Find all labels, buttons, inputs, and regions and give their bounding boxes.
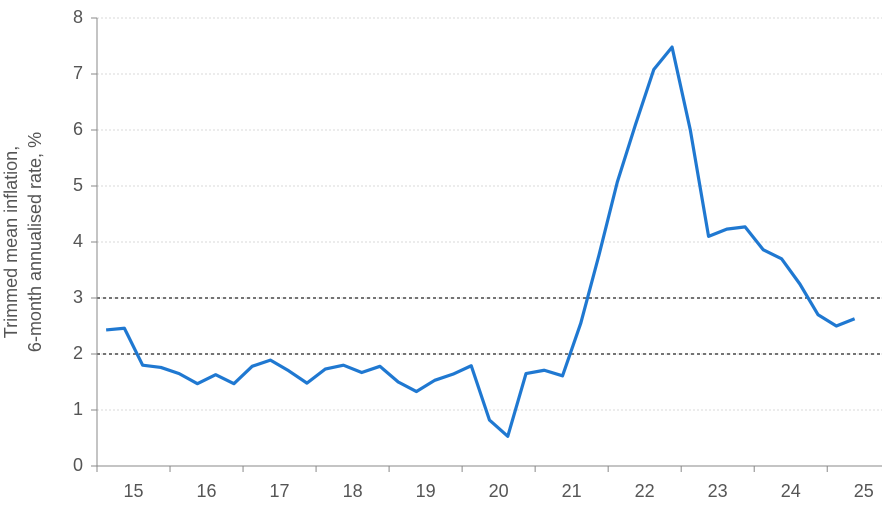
y-tick-label: 8 bbox=[73, 7, 83, 27]
y-tick-label: 7 bbox=[73, 63, 83, 83]
x-tick-label: 18 bbox=[343, 481, 363, 501]
y-tick-label: 2 bbox=[73, 343, 83, 363]
y-axis-label: 6-month annualised rate, % bbox=[25, 132, 45, 352]
x-tick-label: 19 bbox=[416, 481, 436, 501]
y-tick-label: 4 bbox=[73, 231, 83, 251]
x-tick-label: 20 bbox=[489, 481, 509, 501]
x-tick-label: 15 bbox=[123, 481, 143, 501]
x-tick-label: 25 bbox=[854, 481, 874, 501]
x-tick-label: 22 bbox=[635, 481, 655, 501]
y-tick-label: 3 bbox=[73, 287, 83, 307]
x-tick-label: 23 bbox=[708, 481, 728, 501]
x-tick-label: 24 bbox=[781, 481, 801, 501]
x-tick-label: 16 bbox=[197, 481, 217, 501]
y-axis-label: Trimmed mean inflation, bbox=[1, 146, 21, 338]
y-tick-label: 0 bbox=[73, 455, 83, 475]
y-tick-label: 6 bbox=[73, 119, 83, 139]
y-tick-label: 5 bbox=[73, 175, 83, 195]
x-tick-label: 17 bbox=[270, 481, 290, 501]
y-tick-label: 1 bbox=[73, 399, 83, 419]
x-tick-label: 21 bbox=[562, 481, 582, 501]
line-series bbox=[105, 45, 856, 438]
